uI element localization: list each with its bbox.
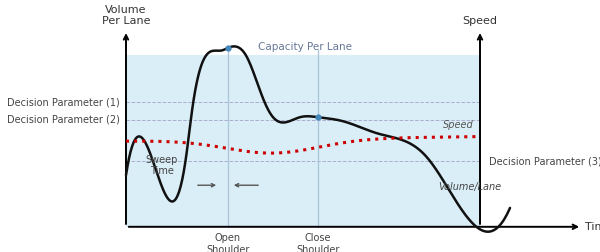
Text: Speed: Speed <box>443 120 474 130</box>
Text: Decision Parameter (3): Decision Parameter (3) <box>489 156 600 166</box>
Text: Open
Shoulder: Open Shoulder <box>206 233 250 252</box>
Text: Volume
Per Lane: Volume Per Lane <box>102 5 150 26</box>
Text: Time: Time <box>585 222 600 232</box>
Text: Capacity Per Lane: Capacity Per Lane <box>258 42 352 52</box>
Bar <box>126 55 480 227</box>
Text: Decision Parameter (1): Decision Parameter (1) <box>7 97 120 107</box>
Text: Close
Shoulder: Close Shoulder <box>296 233 340 252</box>
Text: Decision Parameter (2): Decision Parameter (2) <box>7 115 120 125</box>
Text: Volume/Lane: Volume/Lane <box>438 182 501 193</box>
Text: Sweep
Time: Sweep Time <box>146 155 178 176</box>
Text: Speed: Speed <box>463 16 497 26</box>
